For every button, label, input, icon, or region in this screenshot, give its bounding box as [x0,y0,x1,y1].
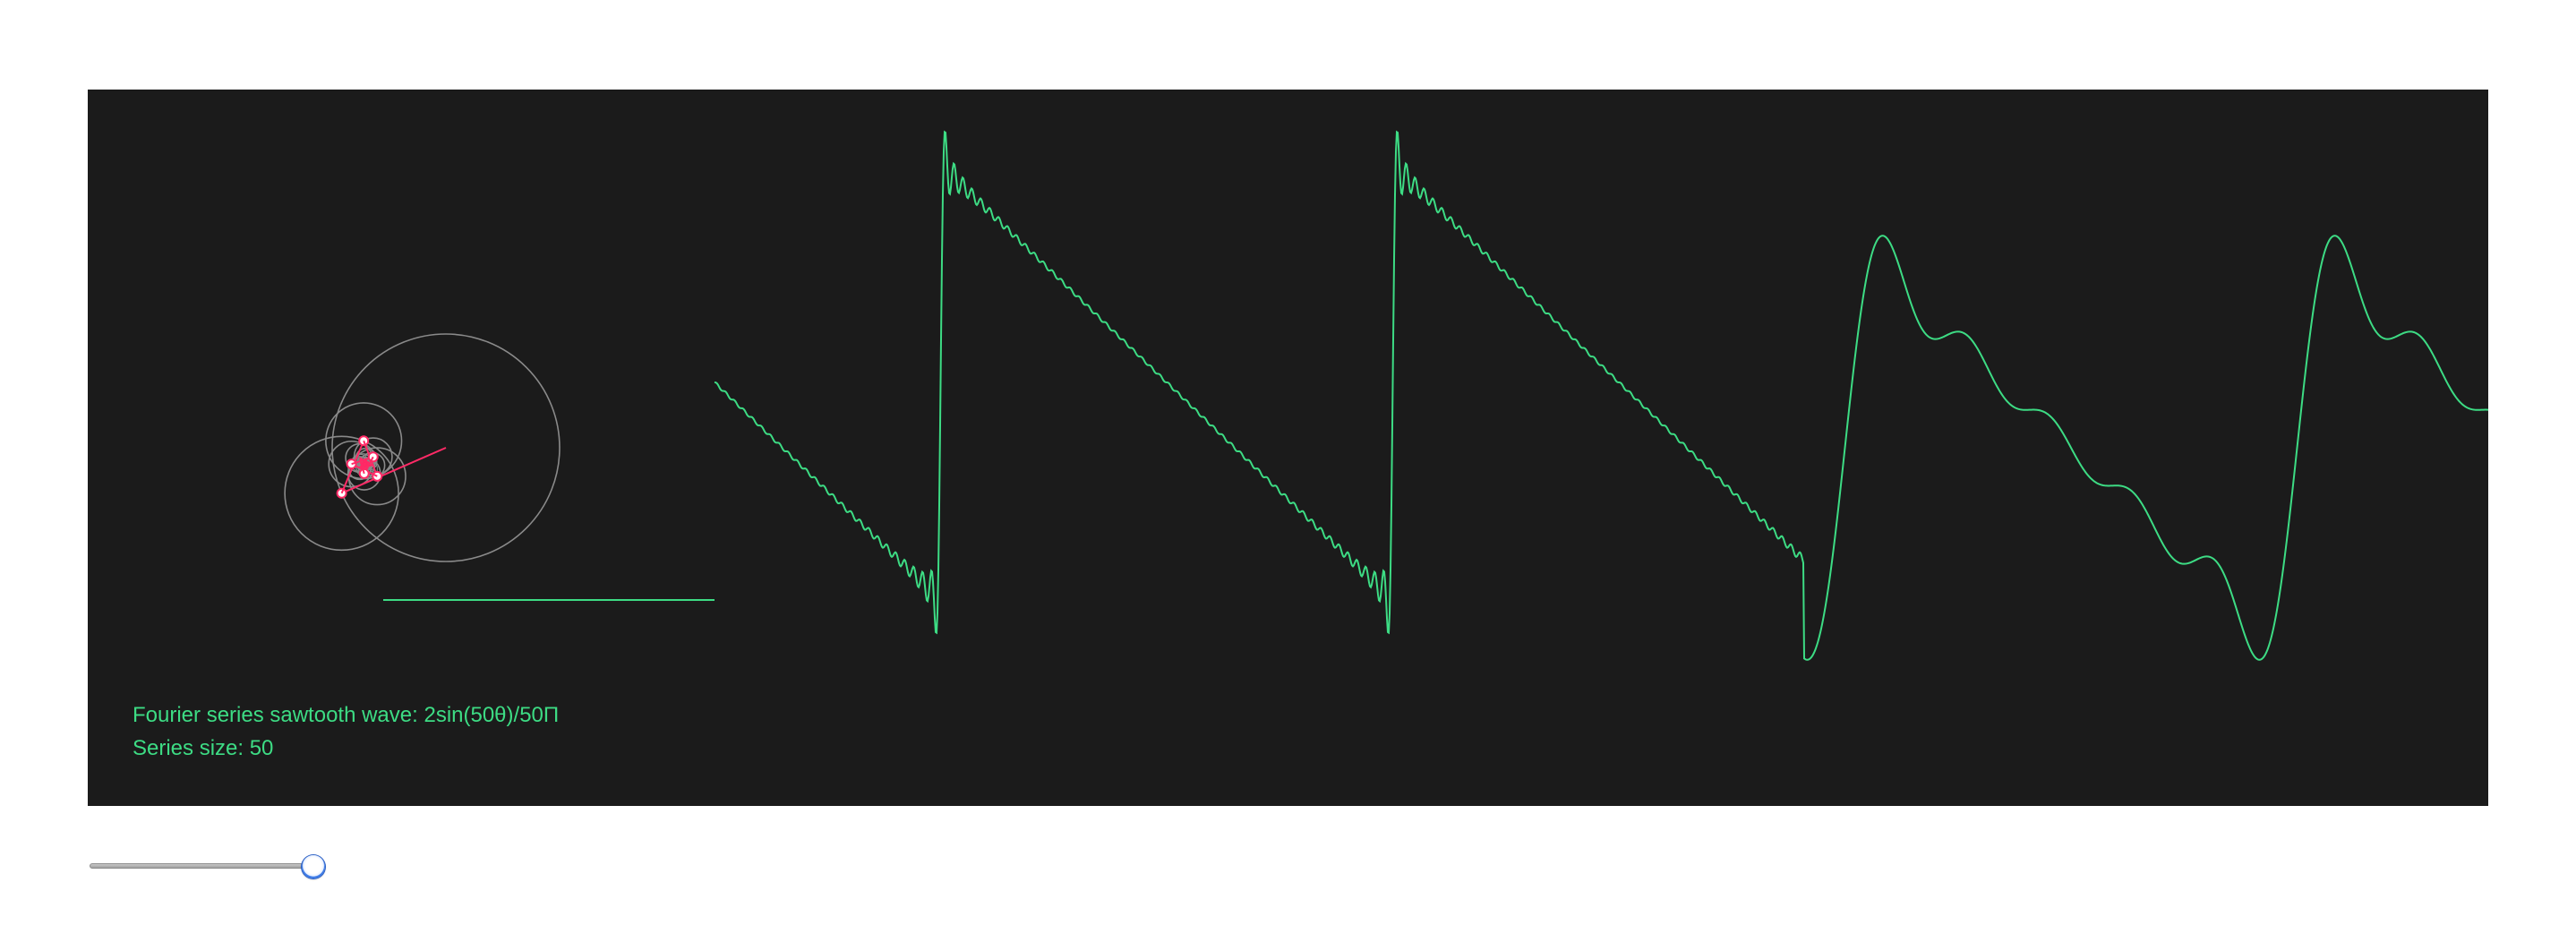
series-size-label: Series size: 50 [133,736,274,760]
epicycle-circle [284,435,399,552]
epicycle-circle [331,333,561,562]
fourier-canvas: Fourier series sawtooth wave: 2sin(50θ)/… [88,90,2488,806]
sawtooth-wave [714,130,2488,661]
series-size-slider[interactable] [90,855,325,878]
epicycle-circles [284,333,561,562]
slider-track[interactable] [90,863,313,869]
epicycle-joint [372,470,383,482]
slider-thumb[interactable] [302,855,325,878]
epicycle-arms [336,435,447,499]
fourier-visualization [284,130,2488,661]
formula-label: Fourier series sawtooth wave: 2sin(50θ)/… [133,703,560,727]
epicycle-arm [341,447,447,494]
